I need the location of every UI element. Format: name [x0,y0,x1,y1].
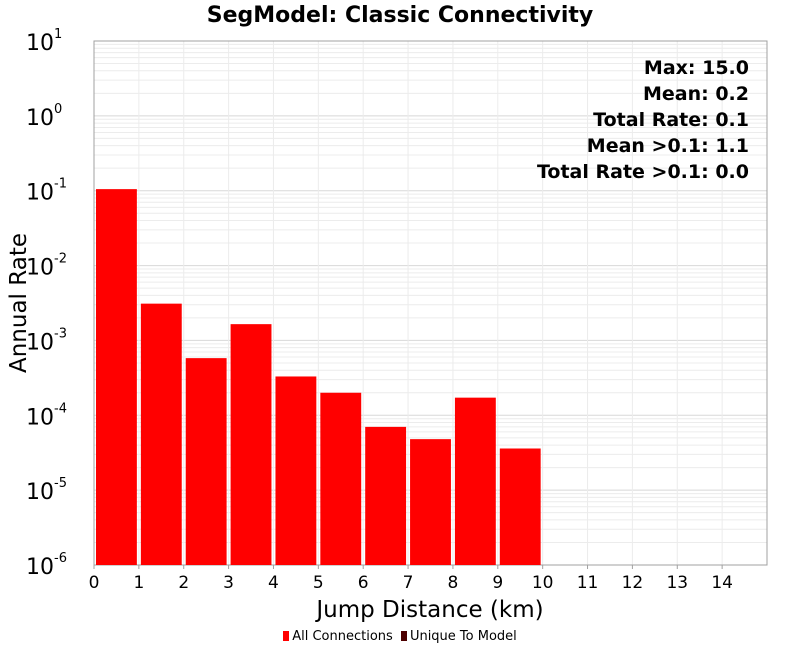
stats-annotations: Max: 15.0 Mean: 0.2 Total Rate: 0.1 Mean >0… [537,57,749,183]
stat-annotation: Mean >0.1: 1.1 [587,135,749,157]
x-tick-label: 6 [358,573,369,593]
bar [499,448,541,565]
stat-annotation: Max: 15.0 [644,57,749,79]
x-tick-label: 7 [403,573,414,593]
y-tick-label: 10-6 [26,551,67,580]
x-axis-label: Jump Distance (km) [314,597,543,623]
x-tick-label: 9 [492,573,503,593]
x-tick-label: 11 [577,573,599,593]
bar [410,439,451,565]
x-tick-label: 1 [133,573,144,593]
x-tick-label: 8 [448,573,459,593]
x-tick-label: 5 [313,573,324,593]
legend-swatch-unique-to-model [400,631,407,641]
legend-swatch-all-connections [283,631,290,641]
stat-annotation: Total Rate >0.1: 0.0 [537,161,749,183]
y-tick-label: 10-1 [26,177,67,206]
y-axis-label: Annual Rate [6,233,32,373]
bar [185,358,227,565]
x-tick-label: 2 [178,573,189,593]
bar [140,303,182,565]
bar [365,426,407,565]
bars [96,189,541,565]
x-tick-label: 0 [89,573,100,593]
y-tick-label: 10-4 [26,401,67,430]
y-tick-label: 10-2 [26,252,67,281]
chart-title: SegModel: Classic Connectivity [207,3,594,28]
stat-annotation: Mean: 0.2 [643,83,749,105]
y-tick-label: 10-5 [26,476,67,505]
x-tick-label: 12 [622,573,644,593]
y-axis-ticks: 101 100 10-1 10-2 10-3 10-4 10-5 10-6 [26,27,67,580]
x-tick-label: 3 [223,573,234,593]
legend-label-all-connections: All Connections [292,629,393,644]
legend-item-unique-to-model: Unique To Model [400,629,517,644]
bar [275,376,317,565]
bar [230,324,272,565]
legend-item-all-connections: All Connections [283,629,393,644]
x-axis-ticks: 0 1 2 3 4 5 6 7 8 9 10 11 12 13 14 [89,565,733,593]
x-tick-label: 4 [268,573,279,593]
stat-annotation: Total Rate: 0.1 [593,109,749,131]
y-tick-label: 10-3 [26,326,67,355]
legend-label-unique-to-model: Unique To Model [409,629,517,644]
bar [320,392,362,565]
x-tick-label: 10 [532,573,554,593]
x-tick-label: 13 [666,573,688,593]
x-tick-label: 14 [711,573,733,593]
bar [96,189,137,565]
y-tick-label: 100 [26,102,62,131]
legend: All Connections Unique To Model [0,629,800,644]
y-tick-label: 101 [26,27,62,56]
bar [454,397,496,565]
